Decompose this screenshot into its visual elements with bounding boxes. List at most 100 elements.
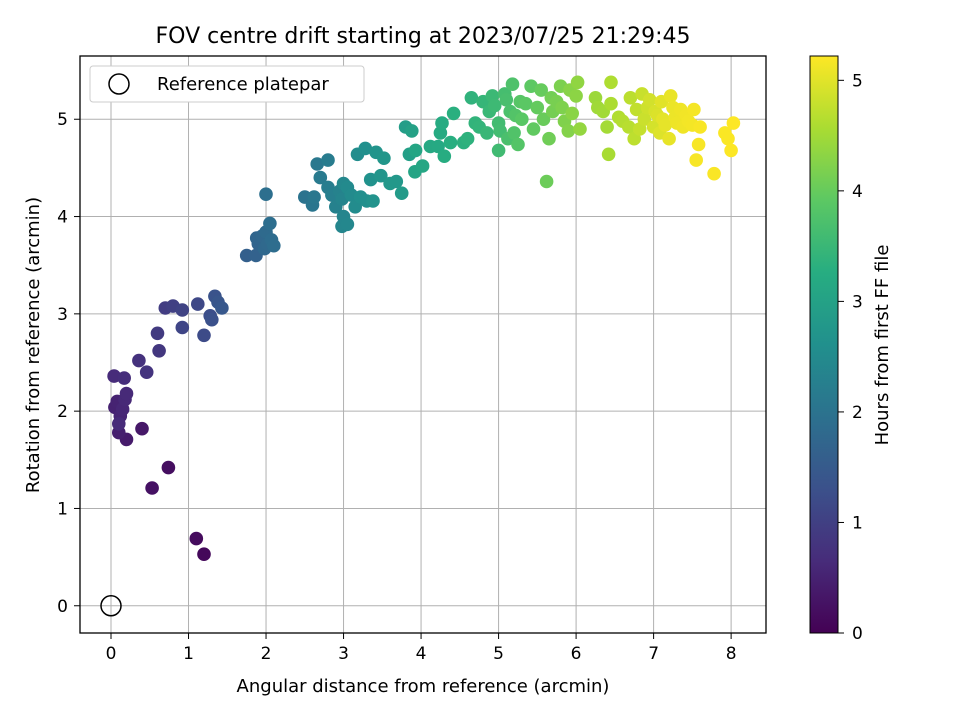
data-point xyxy=(573,122,587,136)
y-tick-label: 1 xyxy=(57,499,68,519)
data-point xyxy=(119,386,134,401)
data-point xyxy=(662,131,676,146)
data-point xyxy=(555,100,569,115)
data-point xyxy=(135,421,149,436)
data-point xyxy=(707,166,721,181)
data-point xyxy=(437,149,452,163)
y-tick-label: 2 xyxy=(57,402,68,422)
data-point xyxy=(408,143,423,158)
data-point xyxy=(197,547,211,561)
data-points xyxy=(107,75,741,561)
legend: Reference platepar xyxy=(89,65,365,103)
data-point xyxy=(565,106,579,121)
data-point xyxy=(637,112,652,126)
data-point xyxy=(366,194,380,208)
colorbar-tick-label: 3 xyxy=(852,292,863,312)
data-point xyxy=(526,122,541,136)
data-point xyxy=(175,320,190,335)
x-tick-label: 0 xyxy=(106,644,117,664)
data-point xyxy=(267,238,281,253)
colorbar-ticks: 0 1 2 3 4 5 xyxy=(838,71,863,644)
colorbar-tick-label: 4 xyxy=(852,182,863,202)
x-axis-label: Angular distance from reference (arcmin) xyxy=(237,676,610,697)
data-point xyxy=(145,481,159,495)
data-point xyxy=(480,126,494,140)
data-point xyxy=(132,353,146,368)
plot-area: 0 1 2 3 4 5 6 7 8 0 1 2 3 4 5 xyxy=(57,55,767,664)
data-point xyxy=(191,297,205,311)
data-point xyxy=(491,143,506,158)
data-point xyxy=(507,126,521,140)
legend-box xyxy=(89,65,365,103)
data-point xyxy=(724,143,738,158)
data-point xyxy=(431,139,445,154)
data-point xyxy=(310,157,325,171)
x-tick-label: 5 xyxy=(493,644,504,664)
reference-point xyxy=(100,595,122,617)
data-point xyxy=(205,312,219,327)
data-point xyxy=(629,102,644,117)
data-point xyxy=(112,417,126,431)
y-axis-label: Rotation from reference (arcmin) xyxy=(23,197,44,493)
data-point xyxy=(511,137,525,152)
data-point xyxy=(405,124,419,138)
data-point xyxy=(175,303,190,317)
data-point xyxy=(150,326,165,341)
data-point xyxy=(561,124,576,138)
colorbar-tick-label: 1 xyxy=(852,513,863,533)
chart-title: FOV centre drift starting at 2023/07/25 … xyxy=(156,24,691,49)
data-point xyxy=(321,153,335,167)
data-point xyxy=(313,170,328,185)
data-point xyxy=(601,147,616,162)
data-point xyxy=(693,120,707,134)
y-tick-label: 0 xyxy=(57,597,68,617)
data-point xyxy=(443,135,458,150)
data-point xyxy=(117,371,131,385)
y-tick-label: 3 xyxy=(57,305,68,325)
data-point xyxy=(570,75,585,90)
y-axis-ticks: 0 1 2 3 4 5 xyxy=(57,110,80,617)
data-point xyxy=(340,217,355,232)
data-point xyxy=(539,174,554,189)
grid xyxy=(80,56,766,633)
data-point xyxy=(623,91,638,105)
data-point xyxy=(415,159,430,173)
x-tick-label: 6 xyxy=(571,644,582,664)
data-point xyxy=(600,120,614,134)
data-point xyxy=(460,131,475,146)
data-point xyxy=(487,98,502,113)
plot-frame xyxy=(79,55,767,634)
data-point xyxy=(499,93,514,107)
data-point xyxy=(505,77,520,91)
data-point xyxy=(726,116,741,130)
data-point xyxy=(518,96,533,111)
x-tick-label: 2 xyxy=(261,644,272,664)
data-point xyxy=(689,153,703,167)
x-tick-label: 4 xyxy=(416,644,427,664)
data-point xyxy=(358,141,373,156)
legend-entry: Reference platepar xyxy=(157,74,329,95)
data-point xyxy=(307,190,321,204)
data-point xyxy=(542,131,556,146)
data-point xyxy=(622,120,636,134)
reference-marker xyxy=(100,595,122,617)
data-point xyxy=(263,216,277,231)
data-point xyxy=(530,100,545,115)
data-point xyxy=(197,328,211,343)
x-tick-label: 1 xyxy=(183,644,194,664)
x-axis-ticks: 0 1 2 3 4 5 6 7 8 xyxy=(106,633,737,664)
colorbar: 0 1 2 3 4 5 Hours from first FF file xyxy=(809,55,893,644)
x-tick-label: 3 xyxy=(338,644,349,664)
data-point xyxy=(435,116,449,130)
data-point xyxy=(394,186,409,200)
data-point xyxy=(161,460,176,475)
data-point xyxy=(259,187,273,201)
data-point xyxy=(569,89,583,103)
colorbar-gradient xyxy=(809,55,839,634)
y-tick-label: 4 xyxy=(57,208,68,228)
data-point xyxy=(446,106,461,121)
data-point xyxy=(658,118,672,132)
x-tick-label: 7 xyxy=(648,644,659,664)
data-point xyxy=(152,344,166,358)
